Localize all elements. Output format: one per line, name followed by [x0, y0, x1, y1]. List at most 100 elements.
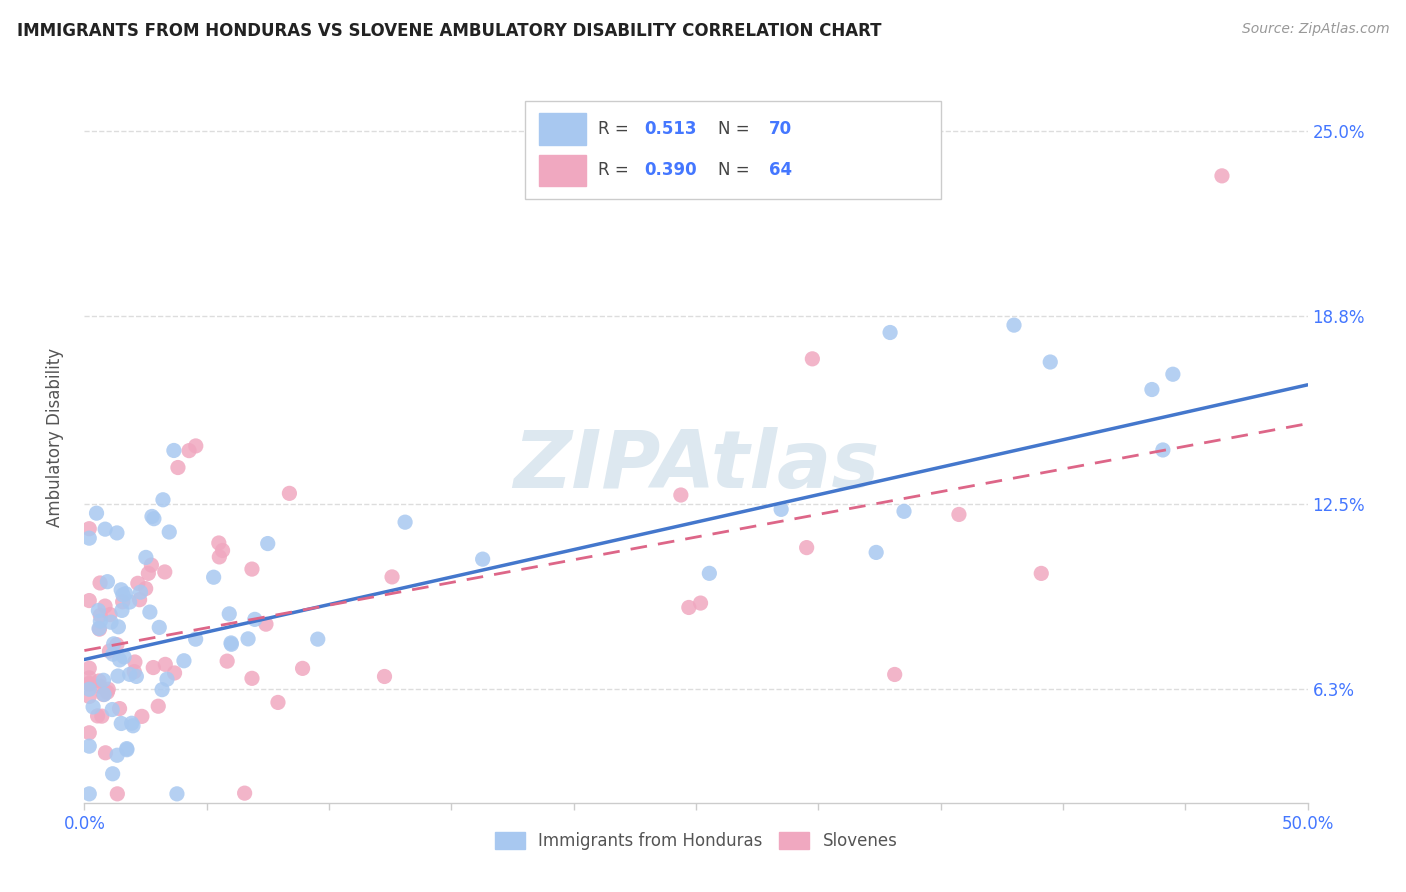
Point	[148, 699, 170, 714]
Point	[77, 739, 100, 754]
Point	[291, 661, 314, 675]
Text: 0.390: 0.390	[644, 161, 697, 179]
Point	[77, 522, 100, 536]
Point	[163, 443, 186, 458]
Point	[689, 596, 711, 610]
Point	[93, 673, 115, 688]
Point	[90, 709, 112, 723]
Point	[93, 688, 115, 702]
Point	[125, 669, 148, 683]
Point	[1161, 368, 1184, 382]
Text: IMMIGRANTS FROM HONDURAS VS SLOVENE AMBULATORY DISABILITY CORRELATION CHART: IMMIGRANTS FROM HONDURAS VS SLOVENE AMBU…	[17, 22, 882, 40]
Point	[101, 702, 124, 716]
Point	[1031, 566, 1053, 581]
Point	[82, 700, 104, 714]
Point	[115, 742, 138, 756]
Point	[184, 439, 207, 453]
Point	[138, 566, 160, 581]
Point	[240, 671, 263, 685]
Point	[118, 667, 141, 681]
FancyBboxPatch shape	[524, 101, 941, 200]
Legend: Immigrants from Honduras, Slovenes: Immigrants from Honduras, Slovenes	[488, 825, 904, 856]
Point	[118, 595, 141, 609]
Point	[243, 612, 266, 626]
Point	[89, 576, 111, 591]
Point	[105, 525, 128, 540]
Text: R =: R =	[598, 161, 634, 179]
Point	[110, 582, 132, 597]
Point	[77, 593, 100, 607]
Point	[77, 661, 100, 675]
Point	[256, 536, 278, 550]
Point	[105, 638, 128, 652]
Text: 64: 64	[769, 161, 793, 179]
Point	[89, 679, 111, 693]
Point	[122, 719, 145, 733]
Point	[150, 682, 173, 697]
Point	[167, 460, 190, 475]
Point	[86, 709, 108, 723]
Point	[770, 502, 793, 516]
Point	[381, 570, 404, 584]
Point	[94, 746, 117, 760]
Point	[217, 654, 239, 668]
Point	[1152, 442, 1174, 457]
Point	[240, 562, 263, 576]
Point	[208, 549, 231, 564]
Bar	[540, 154, 586, 186]
Point	[89, 622, 111, 636]
Point	[107, 620, 129, 634]
Point	[77, 690, 100, 704]
Point	[394, 515, 416, 529]
Point	[883, 667, 905, 681]
Point	[1211, 169, 1233, 183]
Point	[157, 524, 180, 539]
Text: N =: N =	[718, 161, 755, 179]
Point	[111, 595, 134, 609]
Point	[111, 588, 134, 602]
Point	[93, 688, 115, 702]
Point	[1002, 318, 1025, 332]
Point	[796, 541, 818, 555]
Point	[278, 486, 301, 500]
Bar	[540, 113, 586, 145]
Point	[153, 565, 176, 579]
Text: N =: N =	[718, 120, 755, 138]
Point	[233, 786, 256, 800]
Point	[202, 570, 225, 584]
Point	[141, 558, 163, 573]
Point	[111, 603, 134, 617]
Point	[77, 531, 100, 545]
Text: 70: 70	[769, 120, 793, 138]
Point	[105, 787, 128, 801]
Point	[87, 673, 110, 688]
Point	[86, 506, 108, 520]
Point	[373, 669, 395, 683]
Text: ZIPAtlas: ZIPAtlas	[513, 427, 879, 506]
Point	[112, 649, 135, 664]
Point	[77, 787, 100, 801]
Point	[124, 655, 146, 669]
Point	[177, 443, 200, 458]
Point	[699, 566, 721, 581]
Point	[108, 701, 131, 715]
Point	[128, 592, 150, 607]
Point	[142, 511, 165, 525]
Point	[801, 351, 824, 366]
Point	[108, 653, 131, 667]
Point	[124, 665, 146, 679]
Text: Source: ZipAtlas.com: Source: ZipAtlas.com	[1241, 22, 1389, 37]
Point	[77, 726, 100, 740]
Point	[156, 672, 179, 686]
Point	[110, 716, 132, 731]
Point	[163, 665, 186, 680]
Point	[101, 647, 124, 661]
Point	[115, 741, 138, 756]
Point	[267, 695, 290, 709]
Point	[139, 605, 162, 619]
Point	[211, 543, 233, 558]
Text: R =: R =	[598, 120, 634, 138]
Point	[879, 326, 901, 340]
Point	[141, 509, 163, 524]
Point	[166, 787, 188, 801]
